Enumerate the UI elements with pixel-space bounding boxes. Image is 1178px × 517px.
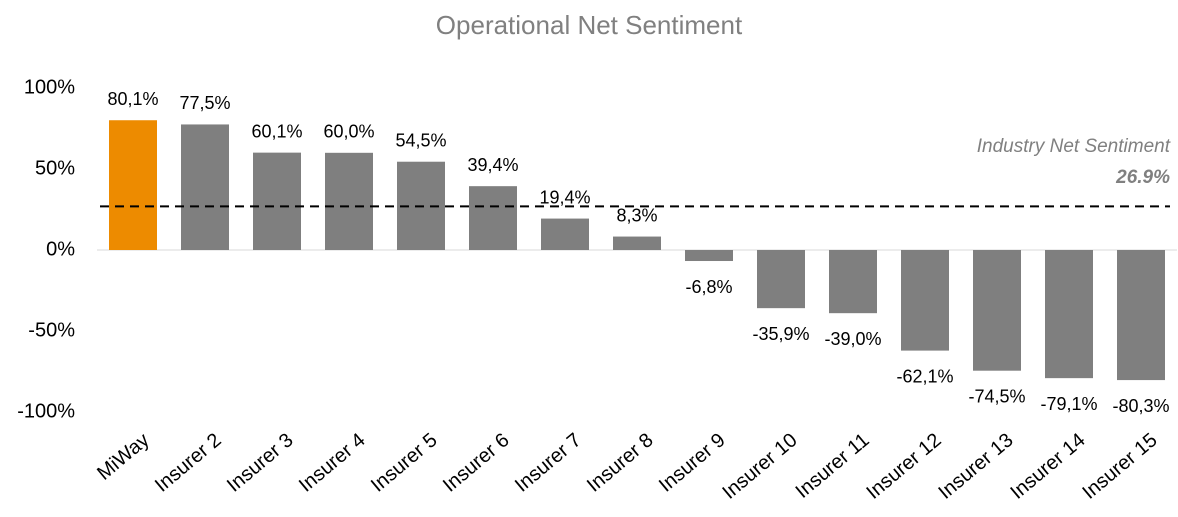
x-tick-label: Insurer 6 [439,429,514,497]
value-label: -79,1% [1040,394,1097,414]
bar [541,218,589,250]
bar [901,250,949,351]
x-tick-label: Insurer 13 [934,429,1017,504]
bar [1117,250,1165,381]
value-label: -62,1% [896,366,953,386]
x-tick-label: Insurer 3 [223,429,298,497]
x-tick-label: Insurer 8 [583,429,658,497]
bar [685,250,733,262]
x-tick-label: Insurer 5 [367,429,442,497]
reference-value: 26.9% [1115,167,1170,188]
y-tick-label: -50% [28,319,75,341]
x-tick-label: Insurer 12 [862,429,945,504]
x-tick-label: Insurer 7 [511,429,586,497]
bar [109,120,157,250]
value-label: -6,8% [685,277,732,297]
value-label: 8,3% [616,205,657,225]
bar [829,250,877,314]
bar [973,250,1021,371]
value-label: -35,9% [752,324,809,344]
value-label: 54,5% [395,130,446,150]
bar [181,124,229,250]
value-label: 19,4% [539,187,590,207]
bar [325,152,373,250]
value-label: 77,5% [179,93,230,113]
bar [757,250,805,309]
y-tick-label: -100% [17,400,75,422]
value-label: 60,1% [251,121,302,141]
value-label: -39,0% [824,329,881,349]
bar [469,186,517,250]
x-tick-label: Insurer 11 [792,429,874,503]
value-label: 60,0% [323,122,374,142]
x-tick-label: MiWay [93,429,153,485]
bar [1045,250,1093,379]
reference-label: Industry Net Sentiment [977,136,1171,157]
y-tick-label: 0% [46,238,75,260]
value-label: -80,3% [1112,396,1169,416]
value-label: 80,1% [107,89,158,109]
x-tick-label: Insurer 2 [151,429,226,497]
x-tick-label: Insurer 15 [1078,429,1161,504]
x-tick-label: Insurer 14 [1006,429,1089,504]
value-label: -74,5% [968,386,1025,406]
x-tick-label: Insurer 4 [295,429,370,497]
bar [253,152,301,250]
y-tick-label: 100% [24,76,75,98]
x-tick-label: Insurer 10 [718,429,801,504]
chart-title: Operational Net Sentiment [436,10,743,40]
y-tick-label: 50% [35,157,75,179]
value-label: 39,4% [467,155,518,175]
bar [613,236,661,250]
